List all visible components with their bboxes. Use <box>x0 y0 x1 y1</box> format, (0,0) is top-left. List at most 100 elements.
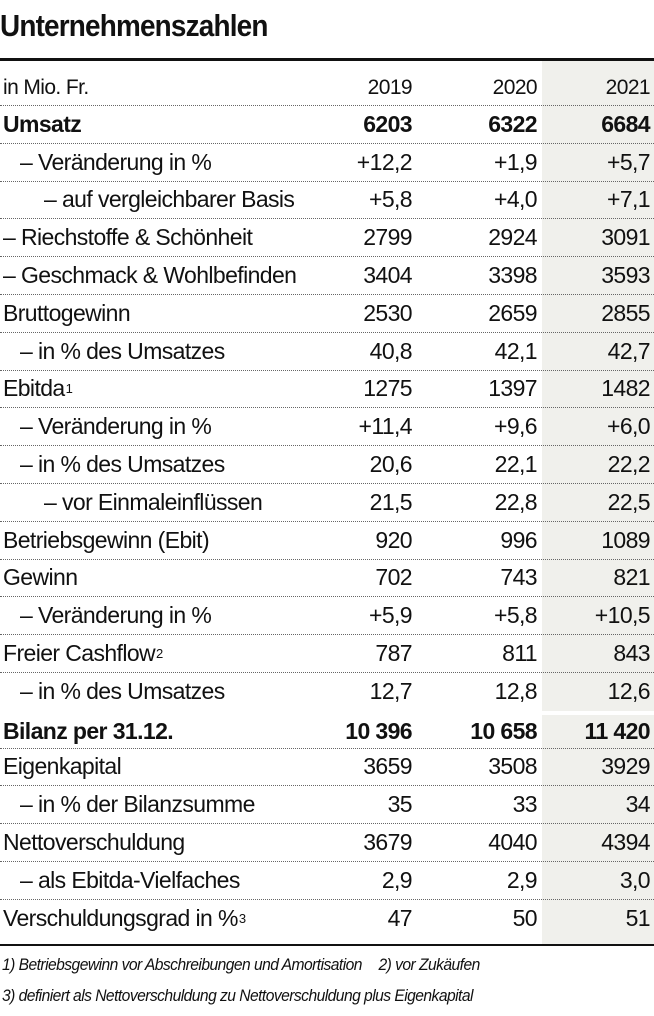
value-2019: 702 <box>375 564 412 591</box>
value-2021: 22,5 <box>607 488 651 515</box>
row-riechstoffe: – Riechstoffe & Schönheit 2799 2924 3091 <box>0 219 654 258</box>
value-2019: 12,7 <box>369 678 413 705</box>
value-2021: 821 <box>613 564 650 591</box>
row-label: – in % des Umsatzes <box>20 451 225 478</box>
row-label: – Veränderung in % <box>20 602 212 629</box>
value-2020: 3508 <box>488 753 537 780</box>
value-2019: 21,5 <box>369 488 413 515</box>
value-2020: 743 <box>500 564 537 591</box>
value-2020: 50 <box>512 905 538 932</box>
row-ebitda: Ebitda 1 1275 1397 1482 <box>0 371 654 409</box>
row-bilanzsumme-prozent: – in % der Bilanzsumme 35 33 34 <box>0 786 654 825</box>
value-2019: +11,4 <box>358 413 413 440</box>
value-2021: 1089 <box>601 526 650 553</box>
value-2020: 10 658 <box>470 717 537 744</box>
footnotes-line-1: 1) Betriebsgewinn vor Abschreibungen und… <box>2 955 480 975</box>
value-2019: 920 <box>375 526 412 553</box>
row-umsatz-veraenderung: – Veränderung in % +12,2 +1,9 +5,7 <box>0 144 654 182</box>
value-2019: +5,8 <box>368 186 413 213</box>
bottom-rule <box>0 944 654 946</box>
value-2019: 787 <box>375 640 412 667</box>
row-gewinn: Gewinn 702 743 821 <box>0 560 654 598</box>
year-2021-header: 2021 <box>605 75 651 99</box>
value-2021: 3,0 <box>619 866 651 893</box>
value-2019: 35 <box>387 791 413 818</box>
unit-label: in Mio. Fr. <box>3 75 89 99</box>
row-gewinn-veraenderung: – Veränderung in % +5,9 +5,8 +10,5 <box>0 597 654 636</box>
row-freier-cashflow: Freier Cashflow 2 787 811 843 <box>0 635 654 673</box>
value-2020: 42,1 <box>494 337 538 364</box>
value-2019: 10 396 <box>345 717 412 744</box>
row-label: – in % des Umsatzes <box>20 337 225 364</box>
value-2021: +6,0 <box>606 413 651 440</box>
value-2020: 22,1 <box>494 451 538 478</box>
value-2021: +5,7 <box>606 148 651 175</box>
value-2019: 1275 <box>363 375 412 402</box>
value-2019: 2530 <box>363 299 412 326</box>
value-2020: 2659 <box>488 299 537 326</box>
value-2021: 12,6 <box>607 678 651 705</box>
row-label: Eigenkapital <box>3 753 122 780</box>
row-vor-einmaleinfluessen: – vor Einmaleinflüssen 21,5 22,8 22,5 <box>0 484 654 522</box>
row-label: Bilanz per 31.12. <box>3 717 174 744</box>
row-label: – Geschmack & Wohlbefinden <box>3 262 297 289</box>
value-2021: 4394 <box>601 829 650 856</box>
row-vergleichbare-basis: – auf vergleichbarer Basis +5,8 +4,0 +7,… <box>0 182 654 220</box>
value-2020: 33 <box>512 791 538 818</box>
footnote-2: 2) vor Zukäufen <box>378 955 480 974</box>
year-2020-header: 2020 <box>492 75 538 99</box>
value-2019: 3659 <box>363 753 412 780</box>
value-2019: 6203 <box>363 110 412 137</box>
row-label: Ebitda 1 <box>3 375 73 402</box>
table-header-row: in Mio. Fr. 2019 2020 2021 <box>0 70 654 106</box>
row-geschmack: – Geschmack & Wohlbefinden 3404 3398 359… <box>0 257 654 295</box>
row-verschuldungsgrad: Verschuldungsgrad in % 3 47 50 51 <box>0 900 654 938</box>
row-label: – als Ebitda-Vielfaches <box>20 866 240 893</box>
value-2019: 20,6 <box>369 451 413 478</box>
row-label: Bruttogewinn <box>3 299 131 326</box>
value-2020: +9,6 <box>493 413 538 440</box>
footnote-1: 1) Betriebsgewinn vor Abschreibungen und… <box>2 955 362 974</box>
value-2020: 2924 <box>488 224 537 251</box>
value-2021: 843 <box>613 640 650 667</box>
row-ebitda-veraenderung: – Veränderung in % +11,4 +9,6 +6,0 <box>0 408 654 447</box>
value-2020: +5,8 <box>493 602 538 629</box>
value-2020: 22,8 <box>494 488 538 515</box>
value-2020: 1397 <box>488 375 537 402</box>
footnote-3: 3) definiert als Nettoverschuldung zu Ne… <box>2 986 473 1005</box>
value-2019: 3404 <box>363 262 412 289</box>
row-label: – Veränderung in % <box>20 413 212 440</box>
value-2021: 6684 <box>601 110 650 137</box>
value-2021: 1482 <box>601 375 650 402</box>
value-2021: 2855 <box>601 299 650 326</box>
row-label: – auf vergleichbarer Basis <box>44 186 295 213</box>
row-label: Betriebsgewinn (Ebit) <box>3 526 210 553</box>
value-2020: +1,9 <box>493 148 538 175</box>
value-2021: 3593 <box>601 262 650 289</box>
value-2019: +12,2 <box>356 148 413 175</box>
row-label: – Riechstoffe & Schönheit <box>3 224 253 251</box>
value-2020: 6322 <box>488 110 537 137</box>
row-nettoverschuldung: Nettoverschuldung 3679 4040 4394 <box>0 824 654 862</box>
row-label: – Veränderung in % <box>20 148 212 175</box>
year-2019-header: 2019 <box>367 75 413 99</box>
row-label: Umsatz <box>3 110 82 137</box>
value-2021: +10,5 <box>594 602 651 629</box>
value-2019: 3679 <box>363 829 412 856</box>
value-2021: 42,7 <box>607 337 651 364</box>
value-2021: 3929 <box>601 753 650 780</box>
row-eigenkapital: Eigenkapital 3659 3508 3929 <box>0 749 654 787</box>
row-cashflow-in-prozent: – in % des Umsatzes 12,7 12,8 12,6 <box>0 673 654 711</box>
row-ebit: Betriebsgewinn (Ebit) 920 996 1089 <box>0 522 654 560</box>
row-bilanz: Bilanz per 31.12. 10 396 10 658 11 420 <box>0 710 654 749</box>
row-label: – vor Einmaleinflüssen <box>44 488 263 515</box>
value-2020: 4040 <box>488 829 537 856</box>
value-2021: 11 420 <box>584 717 651 744</box>
value-2020: 811 <box>502 640 537 667</box>
value-2021: 51 <box>625 905 651 932</box>
row-label: Gewinn <box>3 564 78 591</box>
value-2019: 40,8 <box>369 337 413 364</box>
row-label-text: Verschuldungsgrad in % <box>3 905 238 932</box>
value-2019: +5,9 <box>368 602 413 629</box>
row-label: Freier Cashflow 2 <box>3 640 163 667</box>
